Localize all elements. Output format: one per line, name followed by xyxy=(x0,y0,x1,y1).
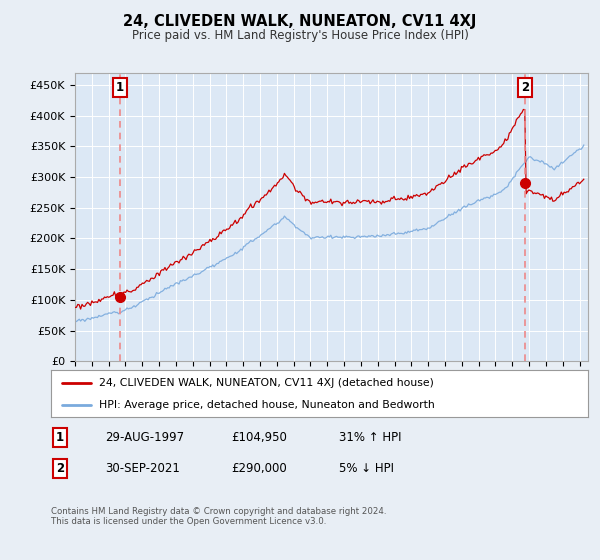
Text: HPI: Average price, detached house, Nuneaton and Bedworth: HPI: Average price, detached house, Nune… xyxy=(100,400,435,410)
Text: 5% ↓ HPI: 5% ↓ HPI xyxy=(339,462,394,475)
Text: Contains HM Land Registry data © Crown copyright and database right 2024.
This d: Contains HM Land Registry data © Crown c… xyxy=(51,507,386,526)
Text: 24, CLIVEDEN WALK, NUNEATON, CV11 4XJ: 24, CLIVEDEN WALK, NUNEATON, CV11 4XJ xyxy=(124,14,476,29)
Text: £290,000: £290,000 xyxy=(231,462,287,475)
Text: 24, CLIVEDEN WALK, NUNEATON, CV11 4XJ (detached house): 24, CLIVEDEN WALK, NUNEATON, CV11 4XJ (d… xyxy=(100,378,434,388)
Text: 31% ↑ HPI: 31% ↑ HPI xyxy=(339,431,401,445)
Text: 1: 1 xyxy=(56,431,64,445)
Text: 30-SEP-2021: 30-SEP-2021 xyxy=(105,462,180,475)
Text: 2: 2 xyxy=(521,81,529,94)
Text: Price paid vs. HM Land Registry's House Price Index (HPI): Price paid vs. HM Land Registry's House … xyxy=(131,29,469,42)
Text: 1: 1 xyxy=(116,81,124,94)
Text: 29-AUG-1997: 29-AUG-1997 xyxy=(105,431,184,445)
Text: £104,950: £104,950 xyxy=(231,431,287,445)
Text: 2: 2 xyxy=(56,462,64,475)
